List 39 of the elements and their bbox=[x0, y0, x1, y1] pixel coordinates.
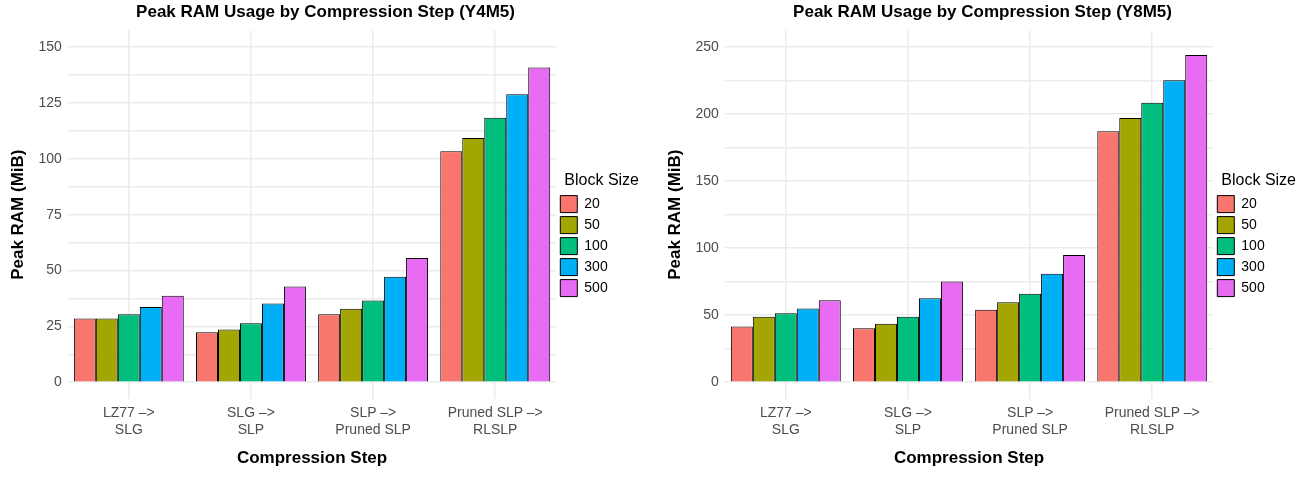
y-tick-label: 25 bbox=[46, 317, 62, 334]
chart-title: Peak RAM Usage by Compression Step (Y4M5) bbox=[136, 1, 515, 21]
legend-label: 500 bbox=[1241, 278, 1265, 295]
y-tick-label: 100 bbox=[38, 149, 62, 166]
legend-label: 20 bbox=[1241, 194, 1258, 211]
x-tick-label: SLG –> SLP bbox=[227, 404, 275, 438]
y-axis-title: Peak RAM (MiB) bbox=[7, 149, 27, 280]
y-tick-label: 200 bbox=[695, 105, 719, 122]
legend-label: 50 bbox=[1241, 215, 1258, 232]
y-tick-label: 50 bbox=[703, 306, 719, 323]
y-axis-title: Peak RAM (MiB) bbox=[664, 149, 684, 280]
x-tick-label: Pruned SLP –> RLSLP bbox=[1104, 404, 1200, 438]
x-tick-label: LZ77 –> SLG bbox=[759, 404, 812, 438]
legend-label: 100 bbox=[584, 236, 608, 253]
x-tick-label: LZ77 –> SLG bbox=[102, 404, 155, 438]
y-tick-label: 100 bbox=[695, 239, 719, 256]
x-tick-label: SLP –> Pruned SLP bbox=[992, 404, 1068, 438]
y-tick-label: 150 bbox=[695, 172, 719, 189]
x-tick-label: SLP –> Pruned SLP bbox=[335, 404, 411, 438]
y-tick-label: 0 bbox=[710, 373, 719, 390]
legend-label: 300 bbox=[1241, 257, 1265, 274]
x-tick-label: SLG –> SLP bbox=[884, 404, 932, 438]
legend-label: 50 bbox=[584, 215, 601, 232]
x-axis-title: Compression Step bbox=[236, 448, 388, 468]
y-tick-label: 50 bbox=[46, 261, 62, 278]
chart-title: Peak RAM Usage by Compression Step (Y8M5) bbox=[793, 1, 1172, 21]
legend-label: 300 bbox=[584, 257, 608, 274]
legend-label: 20 bbox=[584, 194, 601, 211]
legend-label: 100 bbox=[1241, 236, 1265, 253]
legend-title: Block Size bbox=[1221, 170, 1297, 188]
x-tick-label: Pruned SLP –> RLSLP bbox=[447, 404, 543, 438]
y-tick-label: 0 bbox=[53, 373, 62, 390]
x-axis-title: Compression Step bbox=[893, 448, 1045, 468]
y-tick-label: 150 bbox=[38, 38, 62, 55]
y-tick-label: 250 bbox=[695, 38, 719, 55]
legend-label: 500 bbox=[584, 278, 608, 295]
legend-title: Block Size bbox=[564, 170, 640, 188]
y-tick-label: 125 bbox=[38, 93, 62, 110]
y-tick-label: 75 bbox=[46, 205, 62, 222]
